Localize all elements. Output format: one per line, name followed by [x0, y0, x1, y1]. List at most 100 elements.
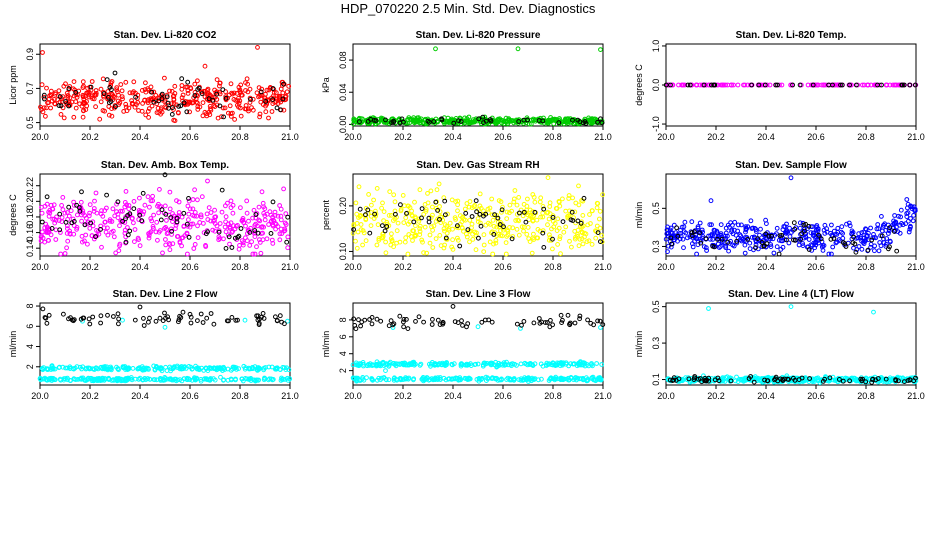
data-point [550, 246, 555, 252]
data-point [514, 321, 520, 327]
data-point [545, 175, 551, 181]
data-point [411, 115, 417, 121]
data-point [206, 205, 212, 211]
x-tick-label: 20.6 [807, 262, 825, 272]
data-point [369, 202, 374, 208]
data-point [130, 366, 136, 371]
data-point [557, 234, 563, 239]
data-point [162, 203, 168, 209]
data-point [281, 81, 286, 87]
data-point [203, 243, 208, 248]
x-tick-label: 20.0 [31, 391, 49, 401]
data-point [228, 220, 234, 226]
data-point [73, 99, 79, 104]
data-point [107, 218, 113, 224]
data-point [158, 107, 164, 112]
data-point [188, 86, 194, 92]
data-point [595, 230, 601, 236]
data-point [430, 245, 436, 250]
data-point [49, 226, 55, 231]
data-point [163, 237, 168, 242]
data-point [436, 181, 442, 187]
data-point [742, 82, 748, 88]
data-point [39, 82, 45, 88]
x-tick-label: 20.8 [231, 262, 249, 272]
data-point [529, 250, 535, 256]
y-axis-label: kPa [321, 77, 331, 93]
data-point [139, 218, 145, 224]
data-point [380, 200, 385, 206]
x-tick-label: 20.0 [657, 391, 675, 401]
data-point [237, 89, 243, 94]
data-point [569, 209, 575, 215]
data-point [60, 94, 66, 100]
plot-frame [352, 173, 604, 257]
data-point [475, 219, 481, 225]
data-point [495, 119, 501, 125]
data-point [117, 223, 122, 229]
data-point [557, 236, 563, 242]
data-point [66, 103, 72, 109]
x-tick-label: 20.8 [857, 132, 875, 142]
data-point [732, 219, 738, 225]
data-point [566, 196, 572, 201]
data-point [200, 320, 206, 325]
data-point [442, 222, 448, 228]
series-main [350, 175, 605, 257]
data-point [116, 92, 121, 98]
data-point [65, 238, 71, 244]
data-point [108, 80, 114, 86]
x-tick-label: 20.2 [707, 391, 725, 401]
data-point [490, 217, 496, 223]
data-point [540, 118, 546, 124]
data-point [260, 230, 266, 236]
data-point [540, 210, 546, 216]
x-tick-label: 21.0 [907, 132, 925, 142]
data-point [244, 238, 250, 244]
data-point [268, 219, 274, 225]
data-point [268, 231, 274, 236]
data-point [540, 204, 546, 209]
data-point [433, 236, 439, 242]
data-point [472, 118, 478, 123]
data-point [149, 218, 155, 224]
data-point [240, 217, 245, 223]
data-point [153, 229, 159, 235]
data-point [38, 238, 44, 244]
series-low-band [350, 368, 604, 384]
chart-panel-8: Stan. Dev. Line 3 Flow 20.0 20.2 20.4 20.6 20… [321, 289, 612, 401]
data-point [383, 250, 389, 256]
data-point [491, 232, 497, 237]
data-point [235, 102, 240, 108]
data-point [537, 199, 543, 205]
data-point [401, 324, 407, 330]
data-point [84, 99, 89, 104]
data-point [208, 210, 214, 215]
data-point [367, 230, 373, 236]
data-point [185, 251, 190, 257]
data-point [572, 320, 578, 326]
data-point [854, 82, 859, 88]
data-point [523, 219, 529, 225]
data-point [773, 82, 779, 88]
data-point [450, 247, 456, 252]
data-point [525, 117, 530, 123]
data-point [44, 194, 50, 200]
data-point [107, 217, 113, 223]
data-point [87, 202, 93, 208]
data-point [446, 226, 452, 231]
y-tick-label: 0.20 [338, 197, 348, 215]
data-point [221, 114, 227, 120]
data-point [145, 100, 151, 106]
data-point [851, 245, 856, 251]
data-point [236, 233, 242, 239]
data-point [835, 225, 841, 231]
data-point [214, 102, 220, 108]
data-point [229, 90, 235, 96]
data-point [79, 233, 85, 239]
data-point [246, 218, 251, 224]
data-point [109, 113, 115, 119]
data-point [351, 116, 357, 122]
data-point [73, 105, 79, 111]
data-point [476, 116, 482, 122]
